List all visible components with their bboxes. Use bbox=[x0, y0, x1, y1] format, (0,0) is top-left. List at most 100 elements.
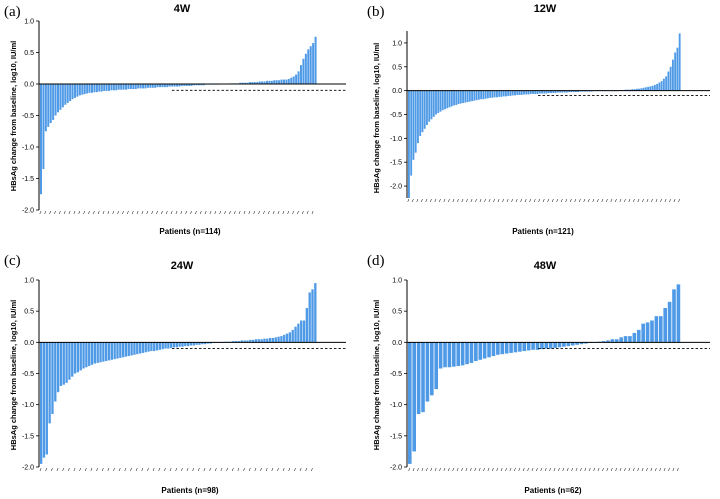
y-tick-label: 0.0 bbox=[24, 82, 34, 89]
x-tick bbox=[118, 467, 121, 472]
x-tick bbox=[506, 198, 509, 203]
x-tick bbox=[583, 198, 586, 203]
x-tick bbox=[254, 467, 257, 472]
x-tick bbox=[170, 210, 173, 215]
x-tick bbox=[44, 210, 47, 215]
bar bbox=[561, 90, 564, 93]
bar bbox=[268, 337, 272, 343]
y-tick-label: 1.0 bbox=[24, 19, 34, 26]
x-tick bbox=[502, 198, 504, 203]
bar bbox=[122, 84, 125, 90]
x-axis-label: Patients (n=62) bbox=[524, 486, 581, 495]
y-tick-label: 0.5 bbox=[392, 64, 402, 71]
x-tick bbox=[637, 198, 640, 203]
bar bbox=[263, 338, 266, 343]
bar bbox=[266, 338, 269, 343]
x-tick bbox=[214, 467, 217, 472]
x-tick bbox=[243, 210, 246, 215]
bar bbox=[430, 90, 433, 120]
bar bbox=[200, 84, 203, 86]
bar bbox=[550, 90, 552, 94]
chart-panel-a: (a) 4W HBsAg change from baseline, log10… bbox=[4, 3, 346, 236]
bar bbox=[65, 342, 68, 383]
x-tick bbox=[456, 467, 459, 472]
x-tick bbox=[646, 198, 649, 203]
bar bbox=[308, 292, 311, 343]
bar bbox=[105, 342, 108, 362]
x-tick bbox=[637, 467, 640, 472]
bar bbox=[271, 337, 275, 343]
x-tick bbox=[488, 198, 491, 203]
y-tick-label: -1.0 bbox=[390, 136, 402, 143]
bar bbox=[251, 82, 254, 84]
x-tick bbox=[466, 198, 468, 203]
x-tick bbox=[101, 467, 104, 472]
x-tick bbox=[470, 467, 472, 472]
bar bbox=[417, 90, 419, 144]
bar bbox=[614, 339, 619, 343]
x-tick bbox=[263, 210, 265, 215]
bar bbox=[132, 84, 135, 90]
x-tick bbox=[619, 198, 622, 203]
x-tick bbox=[277, 210, 280, 215]
bar bbox=[513, 342, 518, 353]
bar bbox=[297, 323, 300, 343]
bar bbox=[282, 79, 285, 84]
x-tick bbox=[547, 198, 550, 203]
x-tick bbox=[668, 467, 670, 472]
bar bbox=[291, 329, 294, 343]
bar bbox=[54, 342, 57, 402]
x-tick bbox=[624, 467, 626, 472]
x-tick bbox=[102, 210, 105, 215]
bar bbox=[548, 342, 553, 349]
x-tick bbox=[538, 198, 541, 203]
x-tick bbox=[578, 198, 581, 203]
x-tick bbox=[135, 467, 138, 472]
x-tick bbox=[88, 210, 90, 215]
x-tick bbox=[229, 210, 231, 215]
x-tick bbox=[97, 210, 100, 215]
x-tick bbox=[500, 467, 503, 472]
x-tick bbox=[505, 467, 507, 472]
bar bbox=[667, 71, 670, 91]
bar bbox=[113, 342, 116, 360]
x-tick bbox=[39, 210, 42, 215]
bar bbox=[40, 342, 43, 464]
bar bbox=[297, 71, 300, 84]
bar bbox=[302, 58, 305, 84]
x-tick bbox=[434, 467, 437, 472]
x-tick bbox=[615, 467, 617, 472]
y-tick-label: 0.0 bbox=[392, 88, 402, 95]
bar bbox=[253, 82, 256, 84]
bar bbox=[526, 342, 531, 351]
bar bbox=[653, 84, 656, 91]
x-tick bbox=[443, 198, 446, 203]
x-tick bbox=[39, 467, 42, 472]
x-tick bbox=[646, 467, 648, 472]
bar bbox=[416, 342, 421, 415]
bar bbox=[121, 342, 125, 358]
x-tick bbox=[209, 210, 212, 215]
x-tick bbox=[90, 467, 93, 472]
bar bbox=[71, 342, 74, 377]
bar bbox=[452, 342, 456, 367]
bar bbox=[663, 308, 667, 343]
bar bbox=[419, 90, 422, 136]
bar bbox=[144, 84, 147, 89]
x-tick bbox=[619, 467, 622, 472]
bar bbox=[509, 90, 512, 96]
bar bbox=[268, 80, 271, 84]
bar bbox=[243, 340, 246, 343]
bar bbox=[448, 90, 451, 108]
bar bbox=[640, 88, 643, 91]
x-tick bbox=[271, 467, 274, 472]
bar bbox=[154, 84, 157, 88]
x-tick bbox=[195, 210, 197, 215]
x-tick bbox=[58, 210, 61, 215]
bar bbox=[642, 87, 645, 91]
x-tick bbox=[597, 467, 600, 472]
bar bbox=[300, 320, 303, 343]
y-tick-label: -1.0 bbox=[390, 402, 402, 409]
x-tick bbox=[141, 210, 144, 215]
x-tick bbox=[272, 210, 275, 215]
